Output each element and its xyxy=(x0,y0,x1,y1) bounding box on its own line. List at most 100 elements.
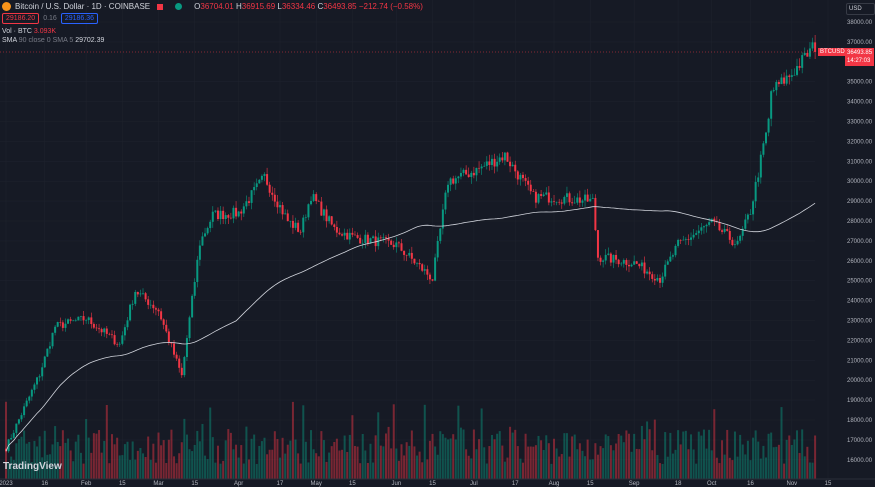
candle-body xyxy=(302,217,305,233)
candle-body xyxy=(540,194,543,196)
volume-bar xyxy=(796,430,799,479)
volume-bar xyxy=(519,458,522,479)
candle-body xyxy=(622,260,625,264)
candle xyxy=(485,156,488,170)
candle xyxy=(565,186,568,203)
volume-bar xyxy=(646,421,649,479)
volume-bar xyxy=(214,462,217,479)
candle xyxy=(462,168,465,177)
x-tick-label: Sep xyxy=(629,481,640,487)
candle xyxy=(524,174,527,187)
volume-bar xyxy=(170,429,173,479)
candle xyxy=(798,58,801,71)
candle-body xyxy=(258,179,261,184)
volume-bar xyxy=(772,447,775,479)
volume-bar xyxy=(322,440,325,479)
candle xyxy=(152,300,155,314)
volume-bar xyxy=(555,448,558,479)
candle xyxy=(17,418,20,425)
candle-body xyxy=(777,82,780,85)
volume-bar xyxy=(723,454,726,479)
candle xyxy=(108,332,111,336)
y-tick-label: 35000.00 xyxy=(847,80,873,86)
candle xyxy=(61,320,64,332)
candle xyxy=(82,311,85,325)
candle xyxy=(48,341,51,354)
volume-bar xyxy=(630,451,633,479)
sell-button[interactable]: 29186.20 xyxy=(2,13,40,24)
volume-bar xyxy=(578,443,581,479)
candle-body xyxy=(441,209,444,229)
volume-bar xyxy=(100,452,103,479)
candle-body xyxy=(452,178,455,184)
candle-body xyxy=(343,232,346,236)
candle xyxy=(529,179,532,195)
volume-bar xyxy=(395,448,398,479)
candle-body xyxy=(196,259,199,283)
candle-body xyxy=(646,271,649,274)
candle-body xyxy=(250,190,253,203)
candle-body xyxy=(193,282,196,296)
volume-bar xyxy=(175,463,178,479)
volume-bars xyxy=(5,401,817,479)
candle xyxy=(465,165,468,175)
candle xyxy=(28,395,31,404)
volume-bar xyxy=(348,434,351,479)
candle-body xyxy=(741,228,744,236)
candle xyxy=(620,261,623,267)
candle xyxy=(457,175,460,184)
volume-bar xyxy=(302,405,305,479)
candle-body xyxy=(56,321,59,327)
y-tick-label: 21000.00 xyxy=(847,358,873,364)
candle xyxy=(154,306,157,316)
candle xyxy=(503,152,506,166)
symbol-title[interactable]: Bitcoin / U.S. Dollar · 1D · COINBASE xyxy=(15,2,151,11)
volume-bar xyxy=(240,445,243,479)
volume-bar xyxy=(237,457,240,479)
candle-body xyxy=(328,216,331,222)
candle-body xyxy=(811,42,814,49)
volume-bar xyxy=(235,444,238,479)
flag-icon[interactable] xyxy=(157,3,164,10)
candle xyxy=(353,231,356,236)
y-tick-label: 28000.00 xyxy=(847,219,873,225)
candle-body xyxy=(516,171,519,180)
x-tick-label: Feb xyxy=(81,481,92,487)
candle-body xyxy=(609,253,612,263)
volume-bar xyxy=(511,432,514,479)
candle-body xyxy=(338,232,341,235)
candle-body xyxy=(656,277,659,281)
candle-body xyxy=(384,237,387,239)
candle-body xyxy=(387,238,390,241)
candle xyxy=(467,167,470,178)
candle xyxy=(609,252,612,267)
candle xyxy=(38,374,41,382)
volume-bar xyxy=(770,432,773,479)
volume-bar xyxy=(814,435,817,479)
candle xyxy=(240,209,243,221)
volume-bar xyxy=(496,433,499,479)
x-tick-label: Jul xyxy=(470,481,478,487)
candle xyxy=(514,160,517,179)
candle-body xyxy=(333,224,336,227)
volume-bar xyxy=(687,449,690,479)
candles xyxy=(5,35,817,453)
volume-bar xyxy=(653,419,656,479)
volume-bar xyxy=(392,404,395,479)
candle xyxy=(584,189,587,207)
tradingview-logo[interactable]: TradingView xyxy=(3,461,62,472)
volume-bar xyxy=(749,460,752,479)
volume-bar xyxy=(780,407,783,479)
volume-bar xyxy=(410,430,413,479)
currency-select[interactable]: USD xyxy=(846,3,875,15)
candle xyxy=(185,335,188,361)
candle-body xyxy=(400,243,403,251)
candle xyxy=(139,289,142,297)
volume-bar xyxy=(260,441,263,479)
volume-bar xyxy=(767,433,770,479)
volume-bar xyxy=(710,450,713,479)
buy-button[interactable]: 29186.36 xyxy=(60,13,99,24)
candle xyxy=(684,237,687,245)
candle-body xyxy=(180,367,183,376)
